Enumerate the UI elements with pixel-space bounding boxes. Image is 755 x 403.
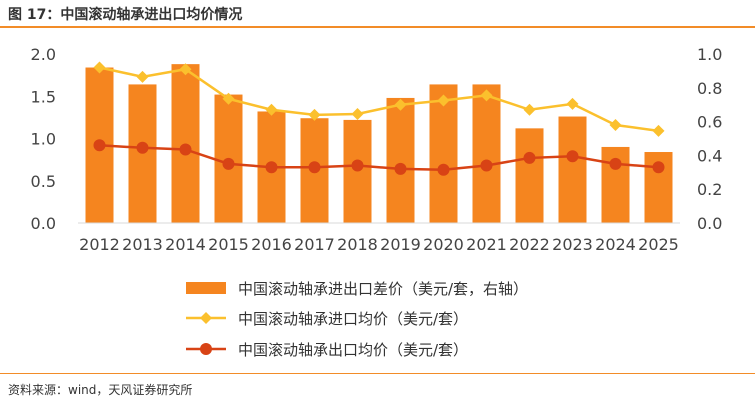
legend-label: 中国滚动轴承进出口差价（美元/套，右轴）	[238, 280, 528, 298]
import-price-series	[93, 61, 665, 137]
legend: 中国滚动轴承进出口差价（美元/套，右轴） 中国滚动轴承进口均价（美元/套） 中国滚动…	[186, 280, 528, 359]
right-tick-label: 0.0	[697, 214, 722, 233]
x-tick-label: 2018	[337, 235, 378, 254]
data-point	[93, 139, 106, 152]
legend-label: 中国滚动轴承进口均价（美元/套）	[238, 310, 468, 328]
series-line	[99, 144, 659, 172]
top-rule	[0, 26, 755, 28]
x-tick-label: 2022	[509, 235, 550, 254]
data-point	[394, 98, 407, 111]
legend-label: 中国滚动轴承出口均价（美元/套）	[238, 341, 468, 359]
x-tick-label: 2024	[595, 235, 636, 254]
x-tick-label: 2021	[466, 235, 507, 254]
right-tick-label: 0.2	[697, 180, 722, 199]
data-point	[93, 61, 106, 74]
data-point	[609, 157, 622, 170]
right-tick-label: 0.6	[697, 113, 722, 132]
legend-swatch-bar	[186, 282, 226, 294]
data-point	[308, 161, 321, 174]
data-point	[566, 97, 579, 110]
x-tick-label: 2012	[79, 235, 120, 254]
source-note: 资料来源：wind，天风证券研究所	[8, 383, 193, 397]
x-tick-label: 2013	[122, 235, 163, 254]
legend-marker	[200, 343, 212, 355]
right-axis-ticks: 0.0 0.2 0.4 0.6 0.8 1.0	[697, 45, 722, 233]
x-tick-label: 2017	[294, 235, 335, 254]
data-point	[265, 161, 278, 174]
right-tick-label: 0.4	[697, 146, 722, 165]
left-tick-label: 0.5	[31, 172, 56, 191]
bar-series	[85, 64, 673, 224]
bar	[558, 116, 587, 223]
x-axis-ticks: 2012 2013 2014 2015 2016 2017 2018 2019 2020 2021…	[79, 235, 679, 254]
data-point	[136, 70, 149, 83]
left-tick-label: 1.0	[31, 130, 56, 149]
left-tick-label: 0.0	[31, 214, 56, 233]
x-tick-label: 2020	[423, 235, 464, 254]
bar	[429, 84, 458, 223]
x-tick-label: 2023	[552, 235, 593, 254]
legend-marker	[200, 312, 212, 324]
bar	[386, 97, 415, 223]
x-tick-label: 2016	[251, 235, 292, 254]
chart: 0.00.51.01.52.0 0.00.20.40.60.81.0 2012 2…	[31, 45, 723, 359]
data-point	[265, 103, 278, 116]
data-point	[652, 124, 665, 137]
data-point	[308, 108, 321, 121]
data-point	[609, 118, 622, 131]
data-point	[523, 151, 536, 164]
data-point	[652, 161, 665, 174]
bottom-rule	[0, 373, 755, 374]
left-axis-ticks: 0.0 0.5 1.0 1.5 2.0	[31, 45, 56, 233]
x-tick-label: 2019	[380, 235, 421, 254]
data-point	[480, 89, 493, 102]
right-tick-label: 1.0	[697, 45, 722, 64]
bar	[472, 84, 501, 223]
data-point	[480, 159, 493, 172]
data-point	[523, 103, 536, 116]
data-point	[437, 163, 450, 176]
data-point	[136, 141, 149, 154]
data-point	[222, 157, 235, 170]
data-point	[566, 150, 579, 163]
data-point	[351, 107, 364, 120]
data-point	[394, 162, 407, 175]
series-line	[99, 66, 659, 133]
data-point	[437, 94, 450, 107]
data-point	[351, 159, 364, 172]
data-point	[179, 63, 192, 76]
left-tick-label: 1.5	[31, 87, 56, 106]
data-point	[179, 143, 192, 156]
x-tick-label: 2014	[165, 235, 206, 254]
left-tick-label: 2.0	[31, 45, 56, 64]
data-point	[222, 92, 235, 105]
bar	[515, 128, 544, 223]
x-tick-label: 2025	[638, 235, 679, 254]
figure-title: 图 17：中国滚动轴承进出口均价情况	[8, 7, 243, 23]
export-price-series	[93, 139, 665, 176]
x-tick-label: 2015	[208, 235, 249, 254]
right-tick-label: 0.8	[697, 79, 722, 98]
